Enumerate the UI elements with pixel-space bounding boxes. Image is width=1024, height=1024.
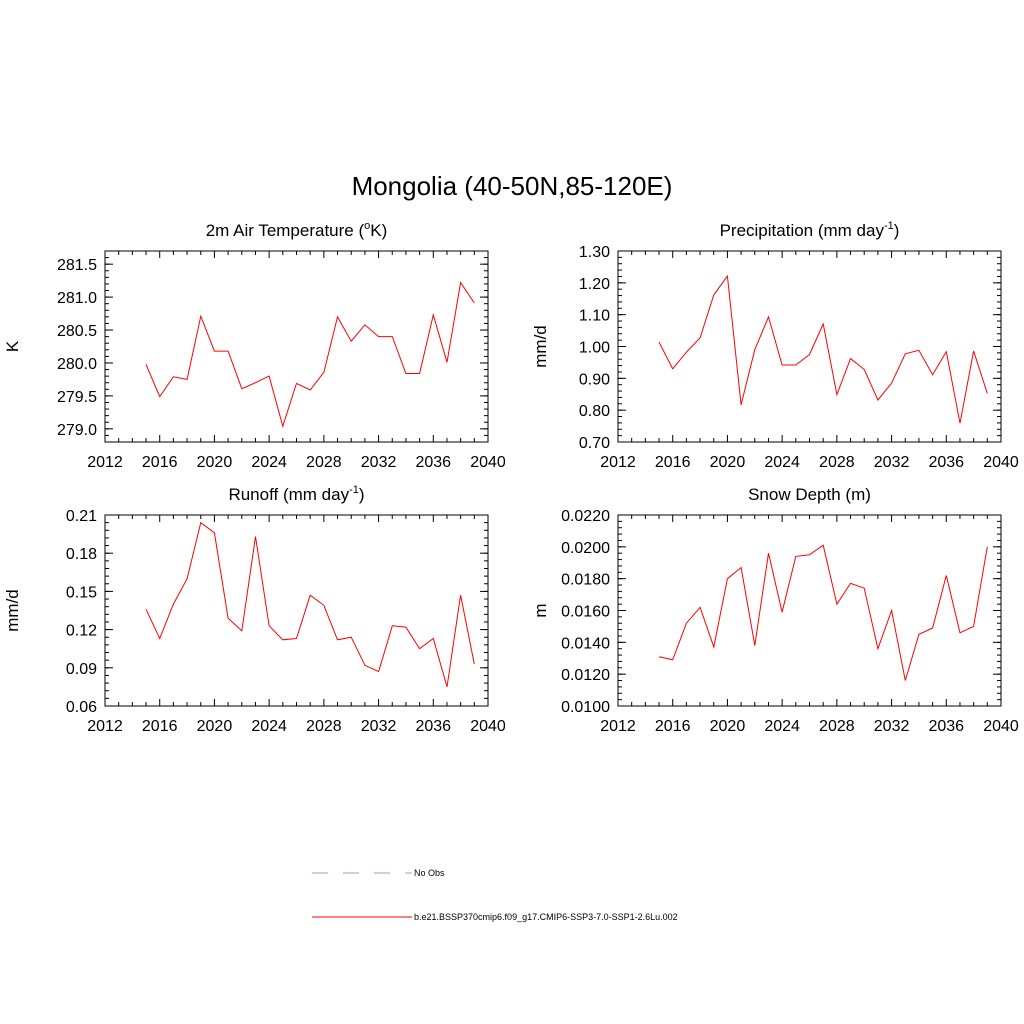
x-tick-label: 2024 xyxy=(251,454,287,471)
x-tick-label: 2040 xyxy=(983,718,1019,735)
y-axis-label: K xyxy=(3,340,22,352)
y-tick-label: 0.09 xyxy=(66,661,97,678)
x-tick-label: 2012 xyxy=(87,454,123,471)
x-tick-label: 2020 xyxy=(197,454,233,471)
y-tick-label: 0.21 xyxy=(66,508,97,525)
panel-title: Snow Depth (m) xyxy=(748,485,871,504)
y-tick-label: 0.0120 xyxy=(561,667,610,684)
y-axis-label: mm/d xyxy=(531,325,550,368)
y-tick-label: 0.0180 xyxy=(561,572,610,589)
y-axis-label: m xyxy=(531,603,550,617)
panel-runoff: 2012 2016 2020 2024 2028 2032 2036 2040 0.06 0.09… xyxy=(3,484,506,735)
series-line xyxy=(145,521,475,688)
x-tick-label: 2028 xyxy=(306,454,342,471)
y-tick-label: 279.5 xyxy=(57,389,97,406)
y-tick-label: 0.0160 xyxy=(561,604,610,621)
x-tick-label: 2028 xyxy=(819,454,855,471)
series-line xyxy=(145,281,475,428)
y-tick-label: 1.00 xyxy=(579,340,610,357)
x-tick-label: 2028 xyxy=(819,718,855,735)
x-tick-label: 2036 xyxy=(928,718,964,735)
x-tick-label: 2012 xyxy=(87,718,123,735)
legend-label-no-obs: No Obs xyxy=(414,868,445,878)
y-tick-label: 0.06 xyxy=(66,699,97,716)
y-tick-label: 0.70 xyxy=(579,435,610,452)
y-tick-label: 0.12 xyxy=(66,623,97,640)
y-tick-label: 0.80 xyxy=(579,403,610,420)
x-tick-label: 2012 xyxy=(600,454,636,471)
y-tick-label: 281.5 xyxy=(57,257,97,274)
panels: 2012 2016 2020 2024 2028 2032 2036 2040 279.0 279… xyxy=(3,220,1019,735)
y-tick-label: 281.0 xyxy=(57,290,97,307)
y-tick-label: 0.0220 xyxy=(561,508,610,525)
x-tick-label: 2024 xyxy=(764,454,800,471)
y-tick-label: 0.15 xyxy=(66,584,97,601)
y-tick-label: 0.0200 xyxy=(561,540,610,557)
x-tick-label: 2012 xyxy=(600,718,636,735)
x-tick-label: 2032 xyxy=(874,718,910,735)
panel-title: 2m Air Temperature (oK) xyxy=(206,220,388,240)
x-tick-label: 2036 xyxy=(415,718,451,735)
x-tick-label: 2040 xyxy=(983,454,1019,471)
y-axis-label: mm/d xyxy=(3,589,22,632)
y-tick-label: 0.0140 xyxy=(561,635,610,652)
plot-frame xyxy=(617,514,1002,707)
plot-frame xyxy=(104,514,489,707)
x-tick-label: 2016 xyxy=(142,454,178,471)
panel-title: Precipitation (mm day-1) xyxy=(720,220,900,240)
panel-temperature: 2012 2016 2020 2024 2028 2032 2036 2040 279.0 279… xyxy=(3,220,506,471)
y-tick-label: 1.30 xyxy=(579,244,610,261)
series-line xyxy=(658,544,988,681)
y-tick-label: 280.5 xyxy=(57,323,97,340)
y-tick-label: 0.90 xyxy=(579,371,610,388)
series-line xyxy=(658,274,988,424)
panel-snow-depth: 2012 2016 2020 2024 2028 2032 2036 2040 0.0100 0.… xyxy=(531,485,1019,735)
panel-title: Runoff (mm day-1) xyxy=(228,484,364,504)
plot-frame xyxy=(617,250,1002,443)
x-tick-label: 2020 xyxy=(710,718,746,735)
legend: No Obs b.e21.BSSP370cmip6.f09_g17.CMIP6-… xyxy=(312,868,678,922)
x-tick-label: 2016 xyxy=(655,718,691,735)
x-tick-label: 2028 xyxy=(306,718,342,735)
x-tick-label: 2020 xyxy=(197,718,233,735)
legend-label-model: b.e21.BSSP370cmip6.f09_g17.CMIP6-SSP3-7.… xyxy=(414,912,678,922)
y-tick-label: 1.20 xyxy=(579,276,610,293)
x-tick-label: 2020 xyxy=(710,454,746,471)
x-tick-label: 2032 xyxy=(361,718,397,735)
y-tick-label: 279.0 xyxy=(57,422,97,439)
y-tick-label: 0.0100 xyxy=(561,699,610,716)
x-tick-label: 2040 xyxy=(470,454,506,471)
x-tick-label: 2032 xyxy=(361,454,397,471)
x-tick-label: 2024 xyxy=(764,718,800,735)
y-tick-label: 0.18 xyxy=(66,546,97,563)
plot-frame xyxy=(104,250,489,443)
x-tick-label: 2036 xyxy=(928,454,964,471)
panel-precipitation: 2012 2016 2020 2024 2028 2032 2036 2040 0.70 0.80… xyxy=(531,220,1019,471)
x-tick-label: 2040 xyxy=(470,718,506,735)
x-tick-label: 2016 xyxy=(142,718,178,735)
x-tick-label: 2024 xyxy=(251,718,287,735)
x-tick-label: 2036 xyxy=(415,454,451,471)
x-tick-label: 2032 xyxy=(874,454,910,471)
y-tick-label: 280.0 xyxy=(57,356,97,373)
figure-title: Mongolia (40-50N,85-120E) xyxy=(352,171,673,201)
x-tick-label: 2016 xyxy=(655,454,691,471)
y-tick-label: 1.10 xyxy=(579,308,610,325)
